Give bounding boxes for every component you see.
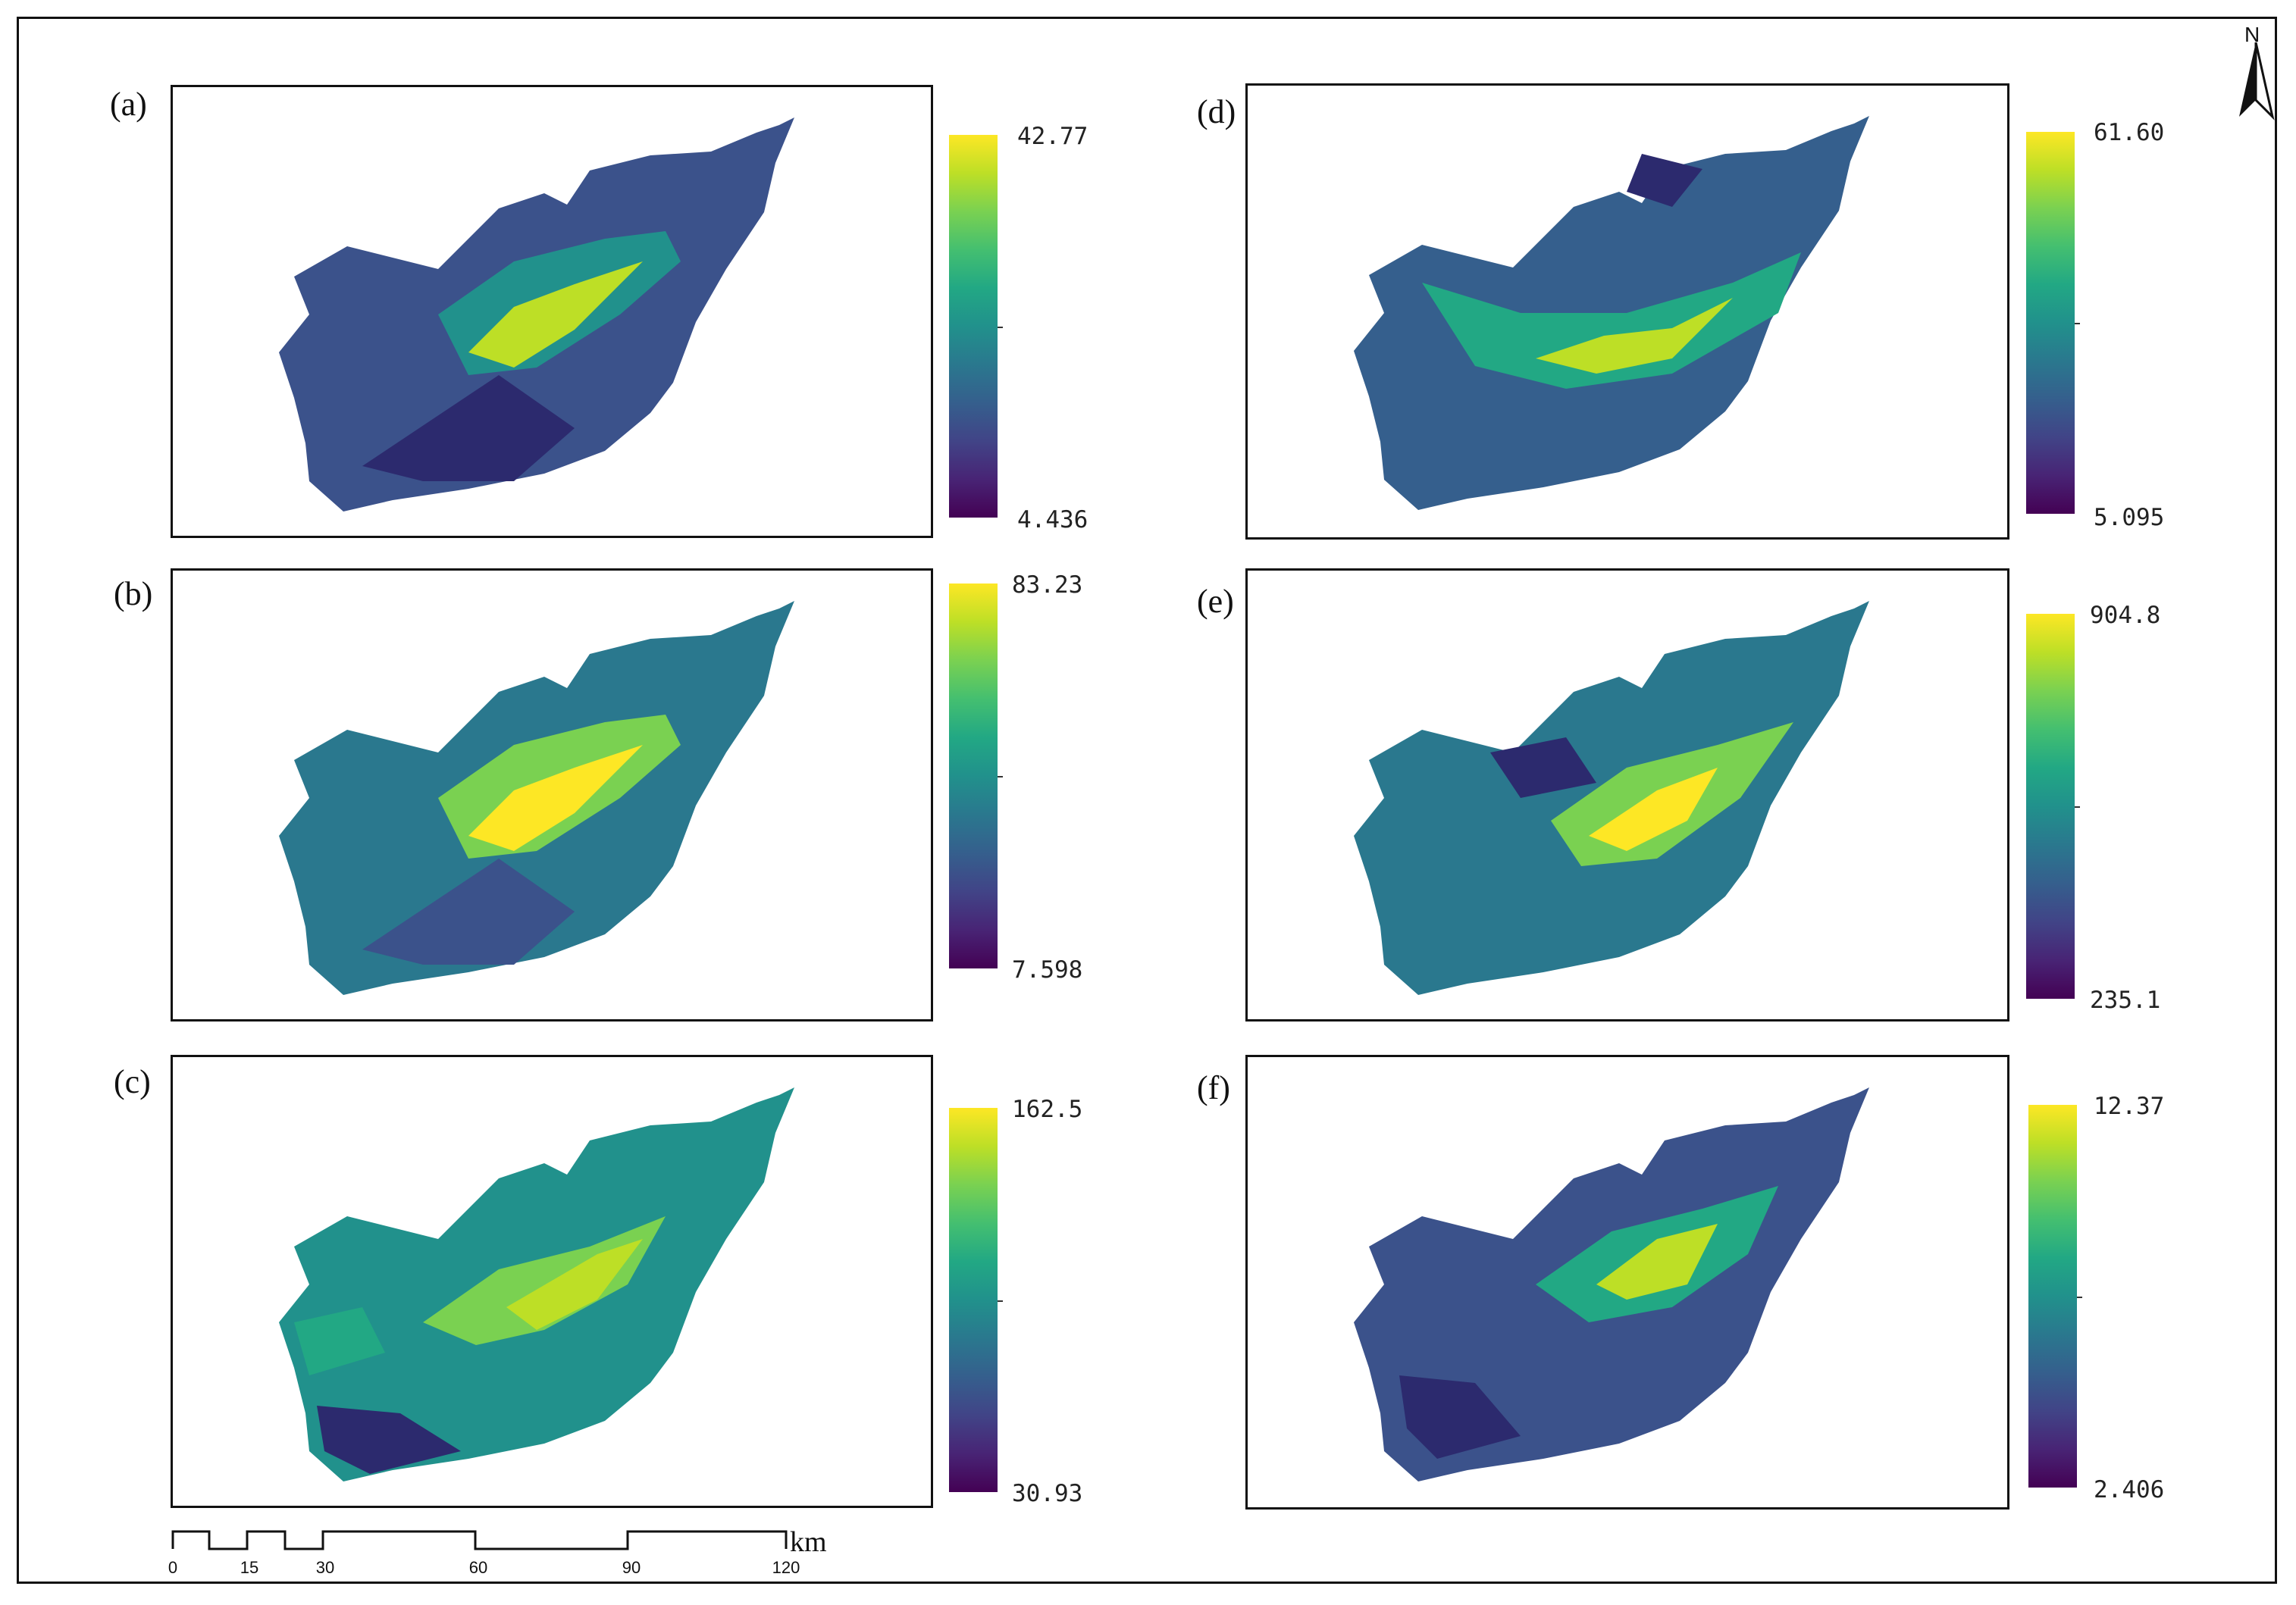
- figure-frame: [17, 17, 2277, 1584]
- panel-a-colorbar: [949, 135, 1003, 518]
- panel-b-legend-min: 7.598: [1012, 956, 1083, 984]
- panel-c-label: (c): [114, 1063, 151, 1100]
- panel-b-label: (b): [114, 575, 153, 612]
- panel-a-label: (a): [110, 86, 147, 123]
- panel-d-legend-max: 61.60: [2094, 119, 2165, 146]
- panel-b-colorbar: [949, 583, 1003, 968]
- panel-d-legend-min: 5.095: [2094, 504, 2165, 531]
- panel-c-colorbar: [949, 1108, 1003, 1492]
- panel-e-colorbar: [2026, 614, 2080, 999]
- panel-d-map: [1245, 83, 2009, 540]
- scale-bar: [171, 1530, 788, 1550]
- panel-f-legend-max: 12.37: [2094, 1093, 2165, 1120]
- panel-f-legend-min: 2.406: [2094, 1476, 2165, 1503]
- scale-tick-0: 0: [168, 1558, 178, 1577]
- panel-a-legend-max: 42.77: [1017, 123, 1088, 150]
- north-arrow-icon: [2239, 42, 2275, 120]
- scale-tick-15: 15: [240, 1558, 259, 1577]
- panel-f-colorbar: [2028, 1105, 2082, 1488]
- panel-e-legend-min: 235.1: [2090, 987, 2161, 1014]
- panel-c-legend-min: 30.93: [1012, 1480, 1083, 1507]
- scale-tick-30: 30: [315, 1558, 335, 1577]
- panel-d-label: (d): [1197, 93, 1236, 130]
- panel-b-legend-max: 83.23: [1012, 571, 1083, 599]
- scale-tick-60: 60: [468, 1558, 488, 1577]
- panel-e-map: [1245, 568, 2009, 1022]
- panel-a-legend-min: 4.436: [1017, 506, 1088, 533]
- panel-f-map: [1245, 1055, 2009, 1510]
- scale-tick-90: 90: [622, 1558, 641, 1577]
- panel-c-legend-max: 162.5: [1012, 1096, 1083, 1123]
- panel-a-map: [171, 85, 933, 538]
- panel-c-map: [171, 1055, 933, 1508]
- panel-f-label: (f): [1197, 1069, 1230, 1106]
- scale-unit: km: [790, 1526, 827, 1558]
- north-label: N: [2244, 23, 2260, 46]
- panel-e-label: (e): [1197, 583, 1234, 620]
- panel-e-legend-max: 904.8: [2090, 602, 2161, 629]
- scale-tick-120: 120: [772, 1558, 800, 1577]
- panel-d-colorbar: [2026, 132, 2080, 514]
- panel-b-map: [171, 568, 933, 1022]
